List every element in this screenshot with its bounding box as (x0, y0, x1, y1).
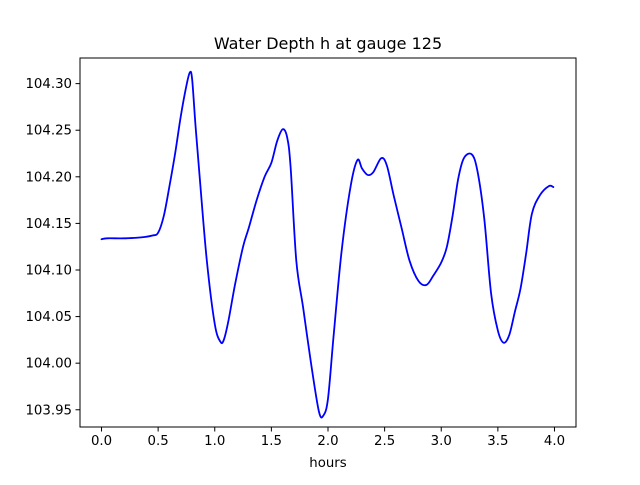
x-tick-label-4: 2.0 (317, 434, 338, 449)
y-tick-label-7: 104.30 (25, 77, 72, 92)
chart-title: Water Depth h at gauge 125 (214, 34, 442, 53)
series-line-0 (100, 70, 555, 419)
y-tick-label-4: 104.15 (25, 217, 72, 232)
x-tick-label-2: 1.0 (204, 434, 225, 449)
x-tick-label-8: 4.0 (544, 434, 565, 449)
x-tick-label-1: 0.5 (148, 434, 169, 449)
y-tick-label-6: 104.25 (25, 124, 72, 139)
y-tick-label-3: 104.10 (25, 263, 72, 278)
y-tick-label-2: 104.05 (25, 310, 72, 325)
x-tick-label-6: 3.0 (431, 434, 452, 449)
x-axis-label: hours (309, 456, 346, 471)
y-tick-label-5: 104.20 (25, 170, 72, 185)
y-tick-label-0: 103.95 (25, 403, 72, 418)
plot-area (100, 70, 555, 419)
x-tick-label-7: 3.5 (487, 434, 508, 449)
x-tick-label-3: 1.5 (261, 434, 282, 449)
x-tick-label-5: 2.5 (374, 434, 395, 449)
axes: 0.0 0.5 1.0 1.5 2.0 2.5 3.0 3.5 4.0 103.95 104.00 1… (25, 57, 577, 449)
y-tick-label-1: 104.00 (25, 357, 72, 372)
x-tick-label-0: 0.0 (91, 434, 112, 449)
